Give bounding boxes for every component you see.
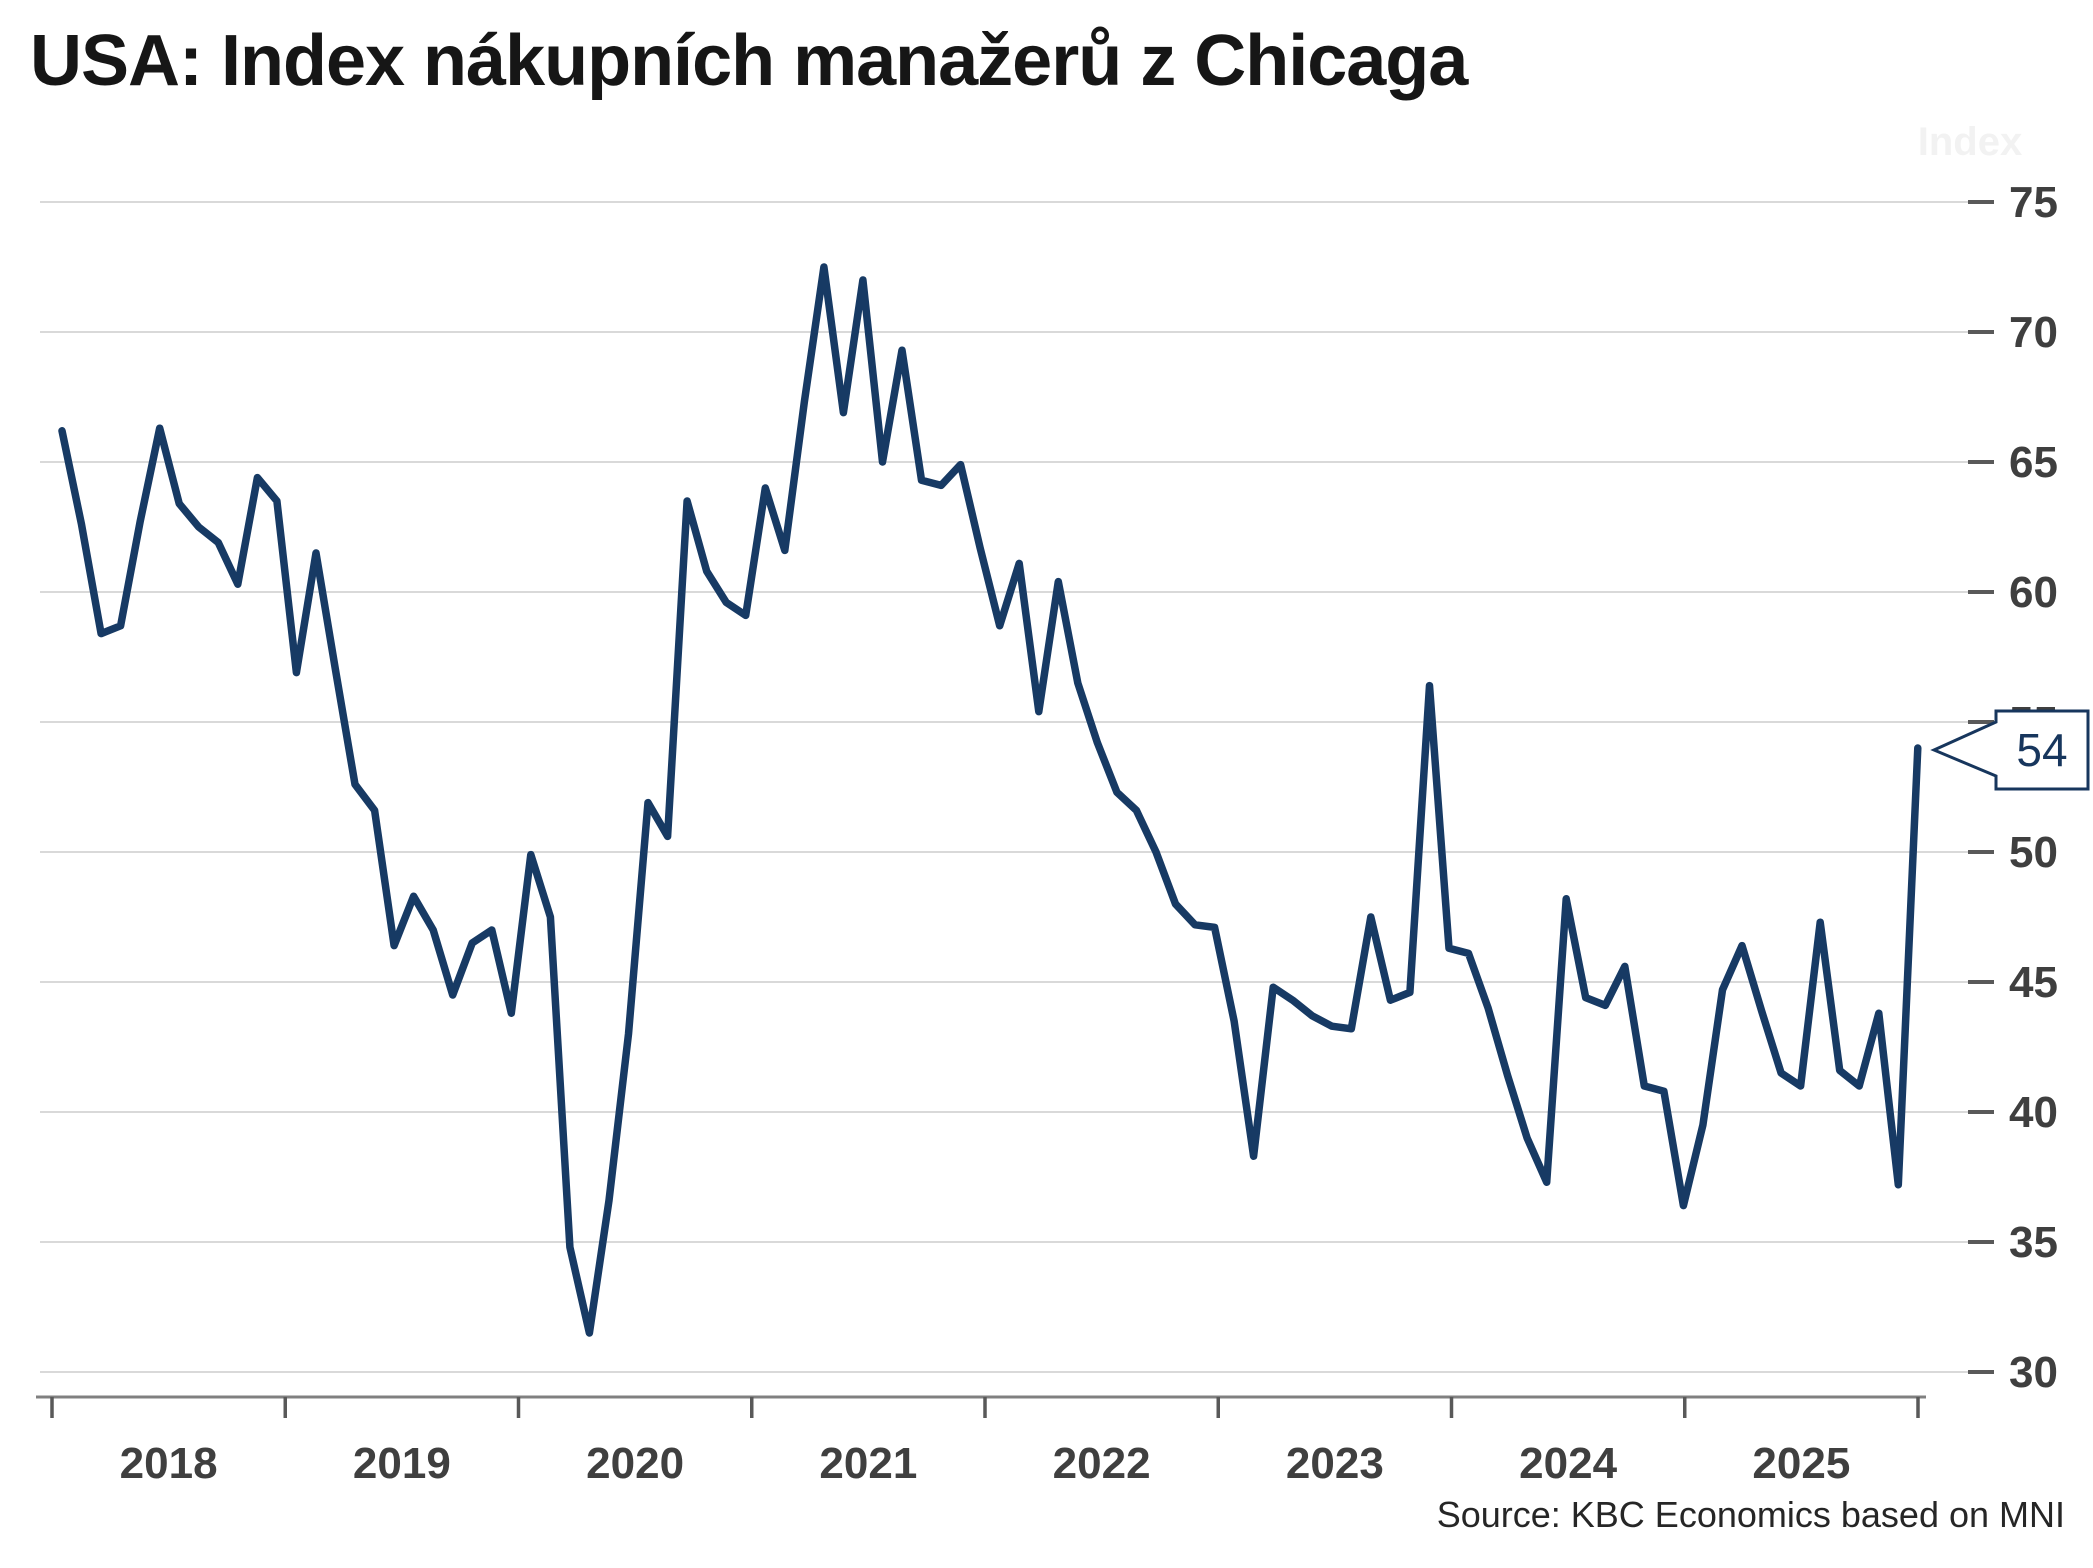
y-axis-label: 35 (2009, 1218, 2058, 1267)
last-value-callout: 54 (1930, 709, 2090, 791)
y-axis-label: 40 (2009, 1088, 2058, 1137)
callout-value: 54 (2016, 724, 2067, 776)
x-axis-label: 2023 (1286, 1439, 1384, 1488)
page-title: USA: Index nákupních manažerů z Chicaga (30, 21, 1468, 101)
pmi-data-line (58, 263, 1922, 1337)
y-axis-label: 70 (2009, 308, 2058, 357)
y-tick-dash (1968, 720, 1994, 724)
y-axis-label: 50 (2009, 828, 2058, 877)
x-axis (36, 1395, 1926, 1418)
x-axis-label: 2025 (1752, 1439, 1850, 1488)
y-axis-unit-label: Index (1918, 120, 2022, 164)
y-tick-dash (1968, 200, 1994, 204)
y-axis-label: 65 (2009, 438, 2058, 487)
y-tick-dash (1968, 460, 1994, 464)
x-axis-label: 2019 (353, 1439, 451, 1488)
x-axis-label: 2021 (819, 1439, 917, 1488)
y-axis-label: 75 (2009, 178, 2058, 227)
y-tick-dash (1968, 1110, 1994, 1114)
x-axis-label: 2018 (120, 1439, 218, 1488)
y-tick-dash (1968, 850, 1994, 854)
y-tick-dash (1968, 590, 1994, 594)
y-tick-dash (1968, 1370, 1994, 1374)
y-tick-dash (1968, 1240, 1994, 1244)
x-axis-labels: 2018 2019 2020 2021 2022 2023 2024 2025 (120, 1439, 1851, 1488)
y-axis-label: 60 (2009, 568, 2058, 617)
callout-flag-shape (1930, 709, 2090, 791)
y-axis-label: 30 (2009, 1348, 2058, 1397)
y-axis-ticks (1968, 200, 1994, 1374)
y-tick-dash (1968, 330, 1994, 334)
x-axis-label: 2020 (586, 1439, 684, 1488)
gridlines (40, 201, 1970, 1373)
x-axis-label: 2024 (1519, 1439, 1617, 1488)
y-axis-label: 45 (2009, 958, 2058, 1007)
x-axis-label: 2022 (1053, 1439, 1151, 1488)
y-axis-labels: 75706560555045403530 (2009, 178, 2058, 1397)
source-note: Source: KBC Economics based on MNI (1436, 1494, 2065, 1535)
y-tick-dash (1968, 980, 1994, 984)
